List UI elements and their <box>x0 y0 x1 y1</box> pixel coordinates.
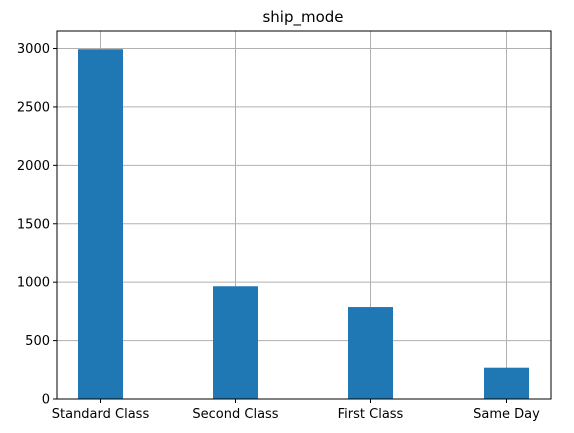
y-tick-label: 3000 <box>17 42 50 57</box>
x-tick-label: Standard Class <box>52 407 150 422</box>
x-tick-label: First Class <box>338 407 404 422</box>
y-tick-label: 2500 <box>17 100 50 115</box>
y-tick-label: 500 <box>25 334 50 349</box>
x-tick-label: Second Class <box>192 407 278 422</box>
bar-standard-class <box>78 49 123 399</box>
y-tick-label: 1500 <box>17 217 50 232</box>
y-tick-label: 2000 <box>17 159 50 174</box>
y-tick-label: 0 <box>42 393 50 408</box>
bar-second-class <box>213 286 258 399</box>
chart-title: ship_mode <box>262 8 343 27</box>
bar-first-class <box>348 307 393 399</box>
grid-layer <box>57 31 551 399</box>
bar-same-day <box>484 368 529 399</box>
plot-frame <box>57 31 551 399</box>
x-tick-label: Same Day <box>473 407 540 422</box>
y-tick-label: 1000 <box>17 276 50 291</box>
